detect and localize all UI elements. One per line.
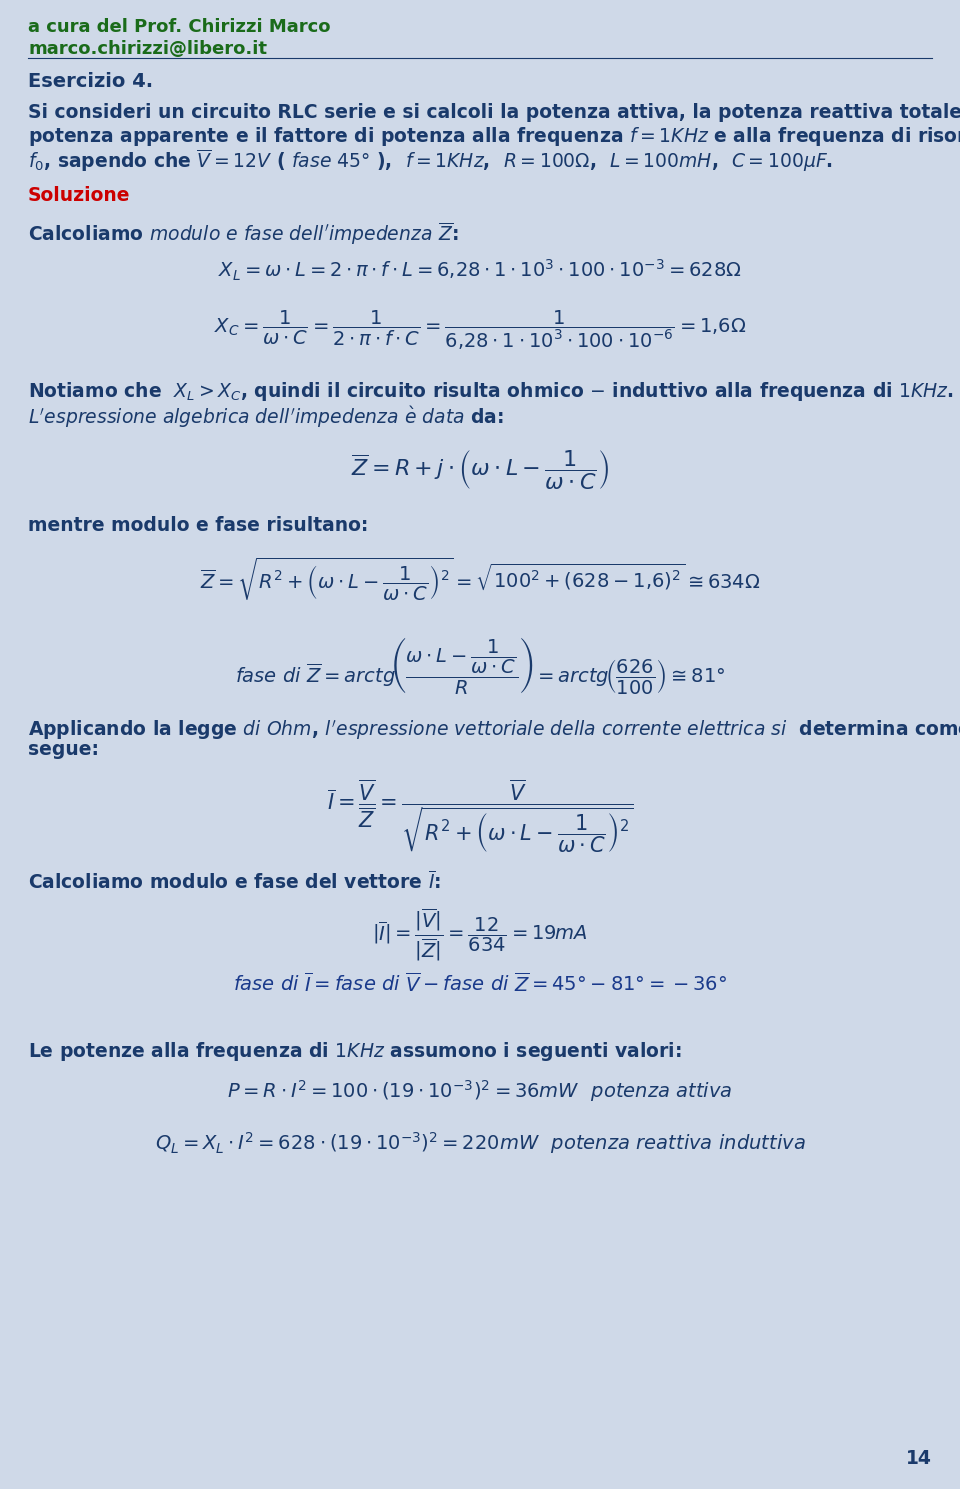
Text: Si consideri un circuito RLC serie e si calcoli la potenza attiva, la potenza re: Si consideri un circuito RLC serie e si …: [28, 103, 960, 122]
Text: $Q_L = X_L \cdot I^2 = 628 \cdot (19 \cdot 10^{-3})^2 = 220mW$  $\mathit{potenza: $Q_L = X_L \cdot I^2 = 628 \cdot (19 \cd…: [155, 1130, 805, 1155]
Text: Applicando la legge $\mathit{di\ Ohm}$, $\mathit{l'espressione\ vettoriale\ dell: Applicando la legge $\mathit{di\ Ohm}$, …: [28, 718, 960, 742]
Text: $\overline{Z} = \sqrt{R^2 + \left( \omega \cdot L - \dfrac{1}{\omega \cdot C} \r: $\overline{Z} = \sqrt{R^2 + \left( \omeg…: [200, 555, 760, 603]
Text: Soluzione: Soluzione: [28, 186, 131, 205]
Text: Calcoliamo $\mathit{modulo\ e\ fase\ dell'impedenza}$ $\overline{Z}$:: Calcoliamo $\mathit{modulo\ e\ fase\ del…: [28, 220, 459, 247]
Text: a cura del Prof. Chirizzi Marco: a cura del Prof. Chirizzi Marco: [28, 18, 330, 36]
Text: $\overline{Z} = R + j \cdot \left( \omega \cdot L - \dfrac{1}{\omega \cdot C} \r: $\overline{Z} = R + j \cdot \left( \omeg…: [350, 448, 610, 491]
Text: $\overline{I} = \dfrac{\overline{V}}{\overline{Z}} = \dfrac{\overline{V}}{\sqrt{: $\overline{I} = \dfrac{\overline{V}}{\ov…: [326, 777, 634, 856]
Text: Notiamo che  $X_L > X_C$, quindi il circuito risulta ohmico $-$ induttivo alla f: Notiamo che $X_L > X_C$, quindi il circu…: [28, 380, 953, 404]
Text: Le potenze alla frequenza di $1KHz$ assumono i seguenti valori:: Le potenze alla frequenza di $1KHz$ assu…: [28, 1039, 682, 1063]
Text: marco.chirizzi@libero.it: marco.chirizzi@libero.it: [28, 40, 267, 58]
Text: $fase\ di\ \overline{I} = fase\ di\ \overline{V} - fase\ di\ \overline{Z} = 45° : $fase\ di\ \overline{I} = fase\ di\ \ove…: [233, 972, 727, 996]
Text: $X_L = \omega \cdot L = 2 \cdot \pi \cdot f \cdot L = 6{,}28 \cdot 1 \cdot 10^3 : $X_L = \omega \cdot L = 2 \cdot \pi \cdo…: [218, 258, 742, 283]
Text: Esercizio 4.: Esercizio 4.: [28, 71, 154, 91]
Text: $X_C = \dfrac{1}{\omega \cdot C} = \dfrac{1}{2 \cdot \pi \cdot f \cdot C} = \dfr: $X_C = \dfrac{1}{\omega \cdot C} = \dfra…: [214, 308, 746, 351]
Text: $\mathit{L'espressione\ algebrica\ dell'impedenza\ \grave{e}\ data}$ da:: $\mathit{L'espressione\ algebrica\ dell'…: [28, 404, 504, 430]
Text: $P = R \cdot I^2 = 100 \cdot (19 \cdot 10^{-3})^2 = 36mW$  $\mathit{potenza\ att: $P = R \cdot I^2 = 100 \cdot (19 \cdot 1…: [228, 1078, 732, 1103]
Text: segue:: segue:: [28, 740, 99, 759]
Text: Calcoliamo modulo e fase del vettore $\overline{I}$:: Calcoliamo modulo e fase del vettore $\o…: [28, 870, 441, 892]
Text: $f_0$, sapendo che $\overline{V} = 12V$ ( $fase\ 45°$ ),  $f = 1KHz$,  $R = 100\: $f_0$, sapendo che $\overline{V} = 12V$ …: [28, 147, 833, 174]
Text: 14: 14: [906, 1449, 932, 1468]
Text: potenza apparente e il fattore di potenza alla frequenza $f = 1KHz$ e alla frequ: potenza apparente e il fattore di potenz…: [28, 125, 960, 147]
Text: $fase\ di\ \overline{Z} = arctg\!\left( \dfrac{\omega \cdot L - \dfrac{1}{\omega: $fase\ di\ \overline{Z} = arctg\!\left( …: [235, 636, 725, 697]
Text: mentre modulo e fase risultano:: mentre modulo e fase risultano:: [28, 517, 369, 535]
Text: $|\overline{I}| = \dfrac{|\overline{V}|}{|\overline{Z}|} = \dfrac{12}{634} = 19m: $|\overline{I}| = \dfrac{|\overline{V}|}…: [372, 905, 588, 963]
